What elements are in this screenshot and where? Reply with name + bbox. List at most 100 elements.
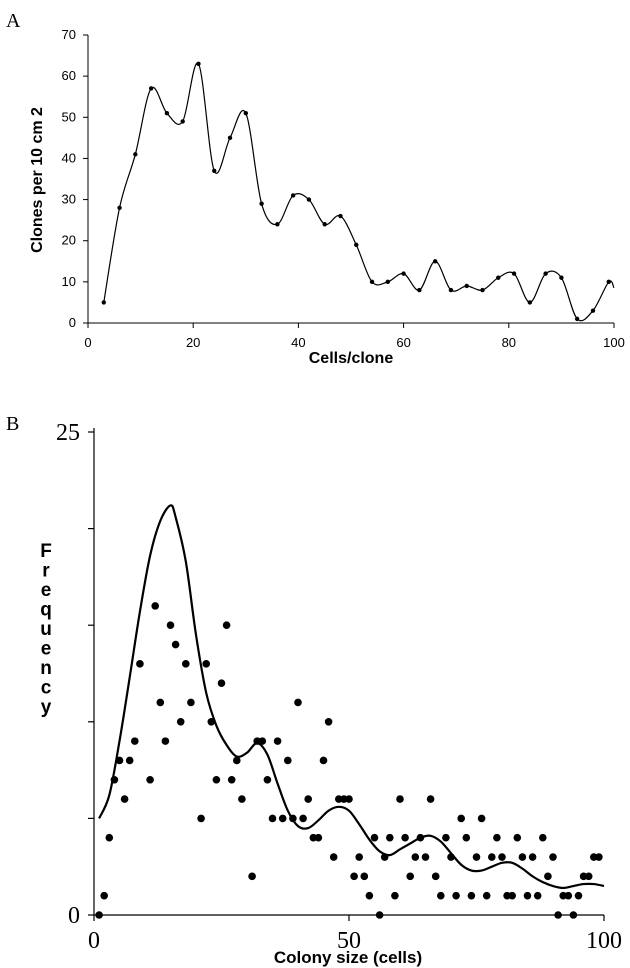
panel-b-y-axis-label-letter: r bbox=[42, 561, 50, 582]
panel-b-point bbox=[375, 911, 384, 919]
panel-a-point bbox=[212, 168, 217, 173]
panel-b-point bbox=[544, 872, 552, 881]
panel-b-point bbox=[202, 660, 210, 668]
panel-a-point bbox=[401, 271, 406, 276]
panel-b-point bbox=[370, 833, 379, 842]
panel-b-point bbox=[115, 756, 124, 765]
panel-b-point bbox=[554, 911, 562, 919]
panel-a-y-axis-label: Clones per 10 cm 2 bbox=[29, 107, 46, 253]
panel-b-point bbox=[146, 775, 154, 784]
panel-a-x-axis-label: Cells/clone bbox=[309, 350, 394, 367]
panel-b-point bbox=[273, 737, 282, 745]
panel-a-x-tick-label: 100 bbox=[603, 335, 625, 350]
panel-b-point bbox=[467, 891, 476, 900]
panel-b-point bbox=[105, 833, 114, 842]
panel-b-point bbox=[584, 872, 593, 881]
panel-b-point bbox=[477, 814, 486, 823]
panel-b-point bbox=[329, 853, 338, 861]
panel-a-point bbox=[275, 222, 280, 227]
panel-b-ticks: 0 25 0 50 100 bbox=[56, 420, 622, 954]
panel-a-point bbox=[480, 287, 485, 293]
panel-b-point bbox=[355, 853, 364, 861]
panel-a-point bbox=[164, 110, 170, 116]
panel-a-ticks: 0 10 20 30 40 50 60 70 0 20 40 60 80 100 bbox=[62, 27, 625, 350]
panel-a-point bbox=[148, 86, 154, 91]
panel-b-letter: B bbox=[6, 413, 19, 435]
panel-a-y-tick-label: 20 bbox=[62, 233, 76, 248]
panel-b-y-axis-label-letter: n bbox=[40, 658, 52, 679]
panel-b-point bbox=[574, 891, 583, 900]
panel-b-point bbox=[549, 853, 557, 861]
panel-b-point bbox=[564, 891, 573, 900]
panel-b-point bbox=[197, 814, 205, 823]
panel-b-x-tick-label: 50 bbox=[337, 928, 361, 954]
panel-b-point bbox=[498, 853, 506, 861]
panel-a-point bbox=[464, 283, 469, 289]
panel-b-point bbox=[268, 814, 277, 823]
panel-a-point bbox=[227, 135, 233, 141]
panel-a-point bbox=[180, 119, 185, 124]
panel-b-point bbox=[171, 640, 180, 649]
panel-a-point bbox=[196, 61, 201, 66]
panel-a-line-chart: Cells/clone Clones per 10 cm 2 0 10 20 30 40… bbox=[29, 27, 625, 367]
panel-a-y-tick-label: 40 bbox=[62, 150, 76, 165]
panel-a-y-tick-label: 60 bbox=[62, 68, 76, 83]
panel-b-point bbox=[488, 853, 496, 861]
panel-b-point bbox=[100, 891, 108, 900]
panel-b-point bbox=[304, 795, 313, 803]
panel-b-point bbox=[299, 814, 307, 823]
panel-b-point bbox=[411, 853, 420, 861]
panel-b-point bbox=[569, 911, 578, 919]
panel-b-point bbox=[493, 833, 501, 842]
panel-b-point bbox=[472, 853, 481, 861]
panel-b-x-tick-label: 100 bbox=[586, 928, 622, 954]
panel-b-point bbox=[528, 853, 537, 861]
panel-b-x-axis-label: Colony size (cells) bbox=[274, 948, 422, 967]
panel-b-point bbox=[110, 775, 119, 784]
panel-b-point bbox=[345, 795, 353, 803]
panel-b-point bbox=[482, 891, 491, 900]
panel-b-y-tick-label: 25 bbox=[56, 420, 80, 446]
panel-b-point bbox=[396, 795, 404, 803]
panel-a-x-tick-label: 20 bbox=[186, 335, 200, 350]
panel-a-point bbox=[338, 213, 343, 219]
panel-b-point bbox=[136, 660, 144, 668]
panel-b-point bbox=[314, 833, 323, 842]
panel-b-point bbox=[523, 891, 532, 900]
panel-a-x-tick-label: 60 bbox=[396, 335, 410, 350]
panel-b-point bbox=[350, 872, 358, 881]
panel-a-point bbox=[306, 197, 312, 202]
panel-a-point bbox=[417, 287, 422, 293]
panel-b-point bbox=[595, 853, 603, 861]
panel-b-point bbox=[533, 891, 542, 900]
panel-b-y-axis-label-letter: c bbox=[41, 678, 52, 699]
panel-b-point bbox=[391, 891, 399, 900]
panel-a-point bbox=[101, 300, 106, 305]
panel-b-point bbox=[278, 814, 287, 823]
panel-b-y-axis-label-letter: e bbox=[41, 639, 52, 660]
panel-a-y-tick-label: 50 bbox=[62, 109, 76, 124]
panel-a-point bbox=[290, 193, 296, 198]
panel-a-point bbox=[559, 275, 564, 280]
panel-b-point bbox=[207, 718, 216, 726]
panel-a-x-tick-label: 40 bbox=[291, 335, 305, 350]
panel-b-point bbox=[360, 872, 369, 881]
panel-b-point bbox=[289, 814, 297, 823]
panel-b-point bbox=[258, 737, 267, 745]
panel-a-point bbox=[448, 287, 454, 293]
panel-b-point bbox=[462, 833, 471, 842]
panel-b-point bbox=[518, 853, 527, 861]
panel-a-point bbox=[133, 152, 138, 157]
panel-a-point bbox=[496, 275, 501, 280]
panel-b-point bbox=[238, 795, 246, 803]
panel-b-y-axis-label-letter: u bbox=[40, 619, 52, 640]
panel-b-point bbox=[319, 756, 328, 765]
panel-b-point bbox=[248, 872, 256, 881]
panel-a-x-tick-label: 80 bbox=[502, 335, 516, 350]
panel-b-point bbox=[380, 853, 389, 861]
panel-a-point bbox=[354, 242, 359, 248]
panel-a-point bbox=[259, 201, 264, 206]
panel-b-y-axis-label-letter: F bbox=[40, 541, 52, 562]
panel-b-point bbox=[401, 833, 409, 842]
